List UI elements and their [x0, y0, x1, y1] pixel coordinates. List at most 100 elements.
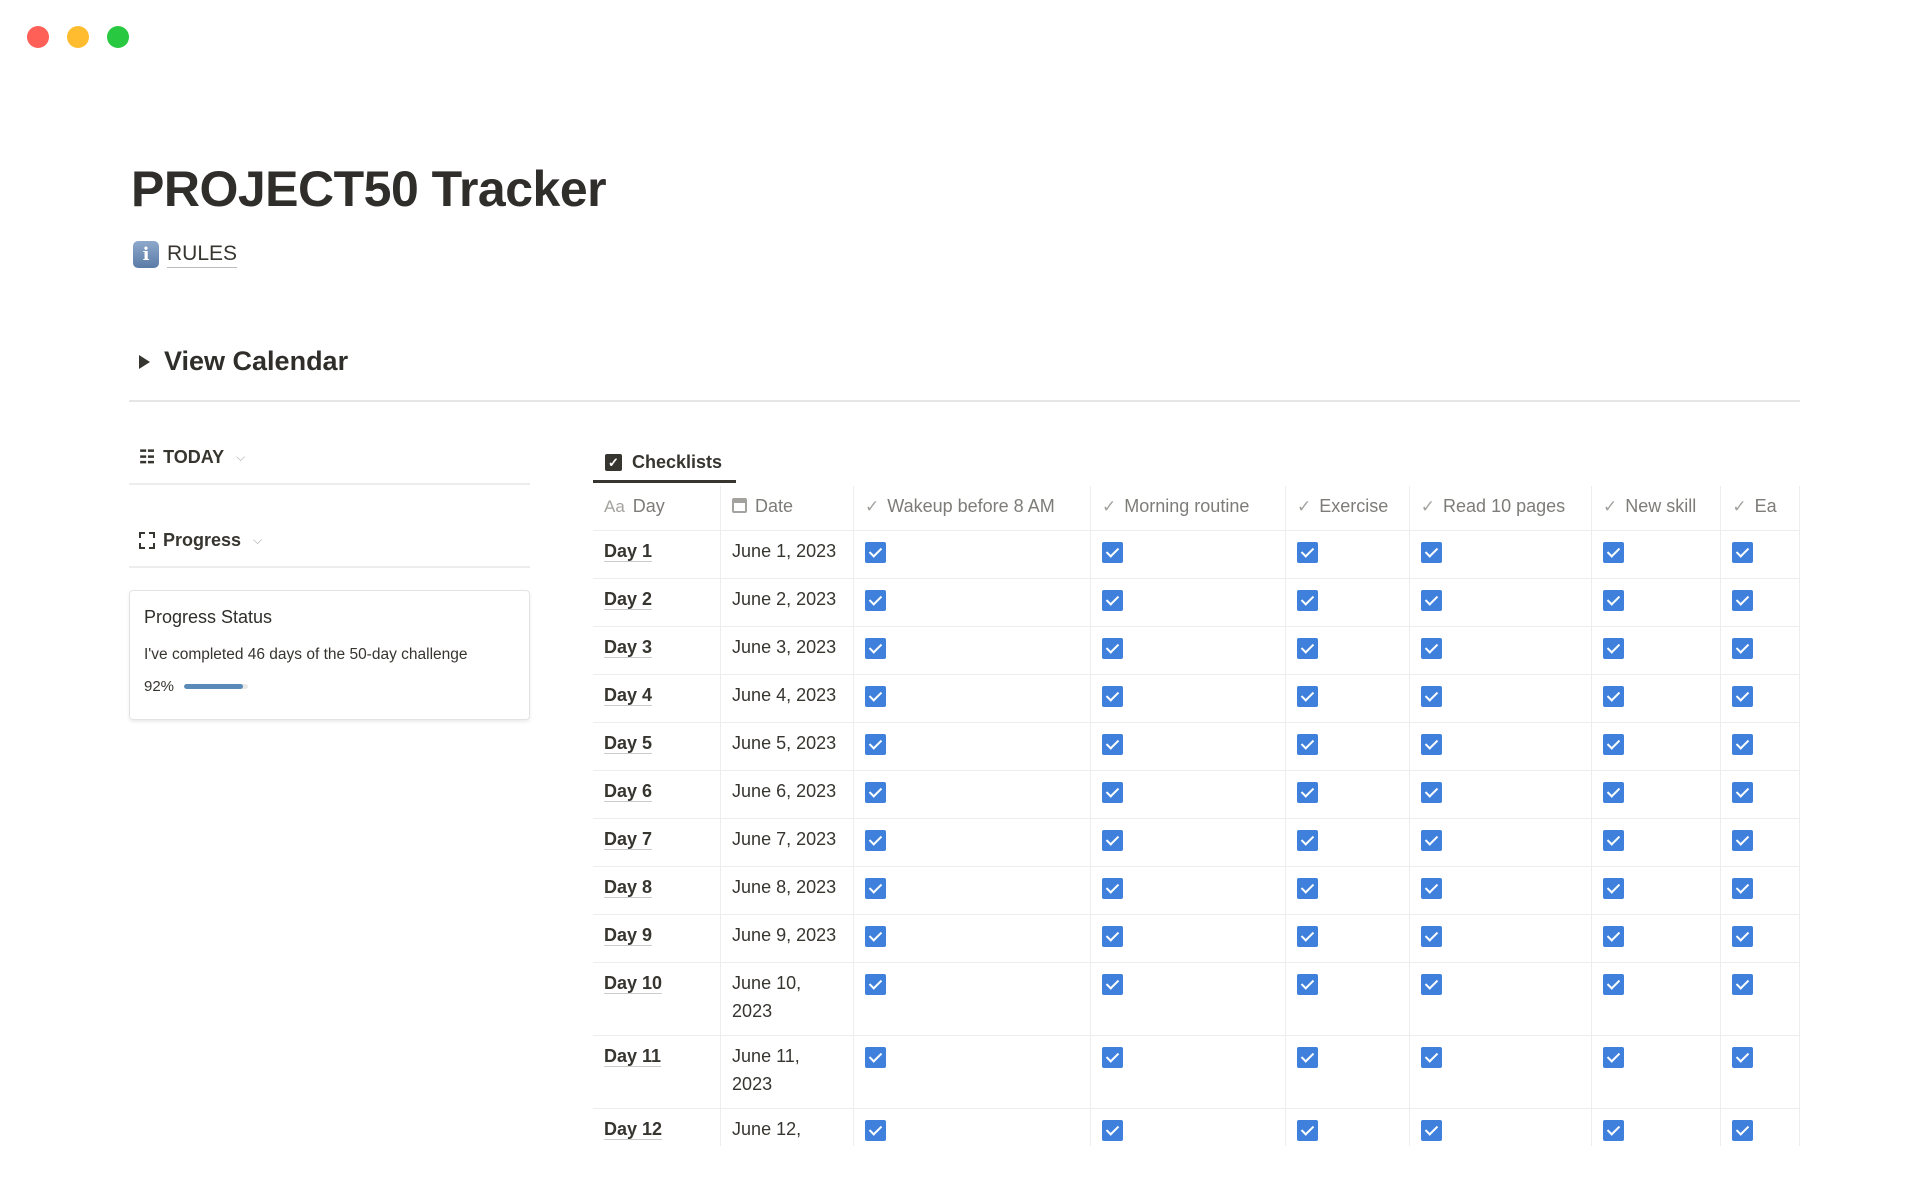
checkbox-checked[interactable]	[1296, 877, 1318, 899]
table-row[interactable]: Day 7 June 7, 2023	[593, 818, 1800, 867]
checkbox-cell[interactable]	[1720, 962, 1800, 1036]
checkbox-cell[interactable]	[1720, 626, 1800, 675]
checkbox-checked[interactable]	[1420, 781, 1442, 803]
checkbox-cell[interactable]	[1090, 770, 1286, 819]
checkbox-checked[interactable]	[1102, 781, 1124, 803]
day-cell[interactable]: Day 10	[593, 962, 722, 1036]
table-row[interactable]: Day 1 June 1, 2023	[593, 530, 1800, 579]
checkbox-checked[interactable]	[1602, 1119, 1624, 1141]
progress-status-card[interactable]: Progress Status I've completed 46 days o…	[129, 590, 530, 720]
date-cell[interactable]: June 3, 2023	[720, 626, 855, 675]
checkbox-cell[interactable]	[1090, 674, 1286, 723]
checkbox-cell[interactable]	[1591, 1035, 1722, 1109]
checkbox-cell[interactable]	[1720, 722, 1800, 771]
checkbox-cell[interactable]	[1090, 722, 1286, 771]
checkbox-checked[interactable]	[1296, 541, 1318, 563]
checkbox-checked[interactable]	[1732, 925, 1754, 947]
checkbox-checked[interactable]	[1602, 829, 1624, 851]
checkbox-cell[interactable]	[1090, 914, 1286, 963]
checkbox-cell[interactable]	[1090, 530, 1286, 579]
checkbox-checked[interactable]	[1602, 925, 1624, 947]
checkbox-cell[interactable]	[1409, 962, 1592, 1036]
checkbox-cell[interactable]	[853, 866, 1092, 915]
checkbox-checked[interactable]	[865, 637, 887, 659]
checkbox-cell[interactable]	[1285, 818, 1410, 867]
checkbox-checked[interactable]	[1420, 733, 1442, 755]
checkbox-checked[interactable]	[1296, 685, 1318, 707]
checkbox-cell[interactable]	[1285, 866, 1410, 915]
checkbox-checked[interactable]	[1296, 925, 1318, 947]
checkbox-cell[interactable]	[1409, 1035, 1592, 1109]
checkbox-checked[interactable]	[1602, 973, 1624, 995]
day-cell[interactable]: Day 7	[593, 818, 722, 867]
chevron-down-icon[interactable]: ⌵	[253, 533, 263, 547]
day-cell[interactable]: Day 2	[593, 578, 722, 627]
checkbox-checked[interactable]	[1732, 1046, 1754, 1068]
checkbox-checked[interactable]	[1296, 1119, 1318, 1141]
table-row[interactable]: Day 4 June 4, 2023	[593, 674, 1800, 723]
checkbox-checked[interactable]	[1102, 877, 1124, 899]
checkbox-checked[interactable]	[1102, 541, 1124, 563]
checkbox-cell[interactable]	[1591, 866, 1722, 915]
tab-checklists[interactable]: ✓ Checklists	[593, 445, 736, 483]
checkbox-checked[interactable]	[1420, 973, 1442, 995]
checkbox-checked[interactable]	[1732, 877, 1754, 899]
day-link[interactable]: Day 4	[604, 684, 653, 706]
checkbox-checked[interactable]	[1420, 925, 1442, 947]
checkbox-cell[interactable]	[853, 770, 1092, 819]
checkbox-cell[interactable]	[853, 962, 1092, 1036]
checkbox-checked[interactable]	[1602, 637, 1624, 659]
checkbox-cell[interactable]	[1409, 1108, 1592, 1146]
checkbox-checked[interactable]	[1102, 1119, 1124, 1141]
checkbox-checked[interactable]	[865, 925, 887, 947]
checkbox-cell[interactable]	[1409, 818, 1592, 867]
checkbox-checked[interactable]	[1602, 733, 1624, 755]
checkbox-cell[interactable]	[1285, 914, 1410, 963]
checkbox-cell[interactable]	[853, 914, 1092, 963]
day-link[interactable]: Day 11	[604, 1045, 662, 1067]
checkbox-cell[interactable]	[1285, 674, 1410, 723]
checkbox-cell[interactable]	[1591, 530, 1722, 579]
day-cell[interactable]: Day 12	[593, 1108, 722, 1146]
column-header[interactable]: ✓ Ea	[1720, 486, 1800, 531]
day-link[interactable]: Day 2	[604, 588, 653, 610]
table-row[interactable]: Day 10 June 10, 2023	[593, 962, 1800, 1036]
checkbox-checked[interactable]	[865, 1046, 887, 1068]
checkbox-cell[interactable]	[1720, 914, 1800, 963]
checkbox-checked[interactable]	[1420, 877, 1442, 899]
checkbox-checked[interactable]	[1602, 1046, 1624, 1068]
checkbox-cell[interactable]	[1720, 818, 1800, 867]
checkbox-checked[interactable]	[1732, 1119, 1754, 1141]
checkbox-checked[interactable]	[865, 541, 887, 563]
triangle-right-icon[interactable]	[139, 354, 150, 369]
checkbox-checked[interactable]	[1102, 1046, 1124, 1068]
table-row[interactable]: Day 8 June 8, 2023	[593, 866, 1800, 915]
checkbox-cell[interactable]	[1720, 866, 1800, 915]
checkbox-checked[interactable]	[1420, 1119, 1442, 1141]
checkbox-checked[interactable]	[1102, 637, 1124, 659]
checkbox-cell[interactable]	[1090, 818, 1286, 867]
checkbox-checked[interactable]	[1102, 829, 1124, 851]
checkbox-cell[interactable]	[1090, 1108, 1286, 1146]
checkbox-cell[interactable]	[1720, 1108, 1800, 1146]
view-calendar-toggle[interactable]: View Calendar	[139, 346, 348, 377]
window-maximize-button[interactable]	[107, 26, 129, 48]
day-cell[interactable]: Day 9	[593, 914, 722, 963]
table-row[interactable]: Day 6 June 6, 2023	[593, 770, 1800, 819]
day-cell[interactable]: Day 1	[593, 530, 722, 579]
checkbox-cell[interactable]	[1285, 962, 1410, 1036]
column-header[interactable]: ✓ Morning routine	[1090, 486, 1286, 531]
table-row[interactable]: Day 11 June 11, 2023	[593, 1035, 1800, 1109]
checkbox-checked[interactable]	[1732, 589, 1754, 611]
checkbox-cell[interactable]	[1285, 770, 1410, 819]
checkbox-cell[interactable]	[853, 578, 1092, 627]
checkbox-cell[interactable]	[853, 1035, 1092, 1109]
checkbox-cell[interactable]	[1409, 578, 1592, 627]
date-cell[interactable]: June 6, 2023	[720, 770, 855, 819]
checkbox-cell[interactable]	[1591, 722, 1722, 771]
rules-link[interactable]: i RULES	[133, 241, 238, 268]
date-cell[interactable]: June 11, 2023	[720, 1035, 855, 1109]
day-cell[interactable]: Day 5	[593, 722, 722, 771]
day-cell[interactable]: Day 11	[593, 1035, 722, 1109]
date-cell[interactable]: June 1, 2023	[720, 530, 855, 579]
